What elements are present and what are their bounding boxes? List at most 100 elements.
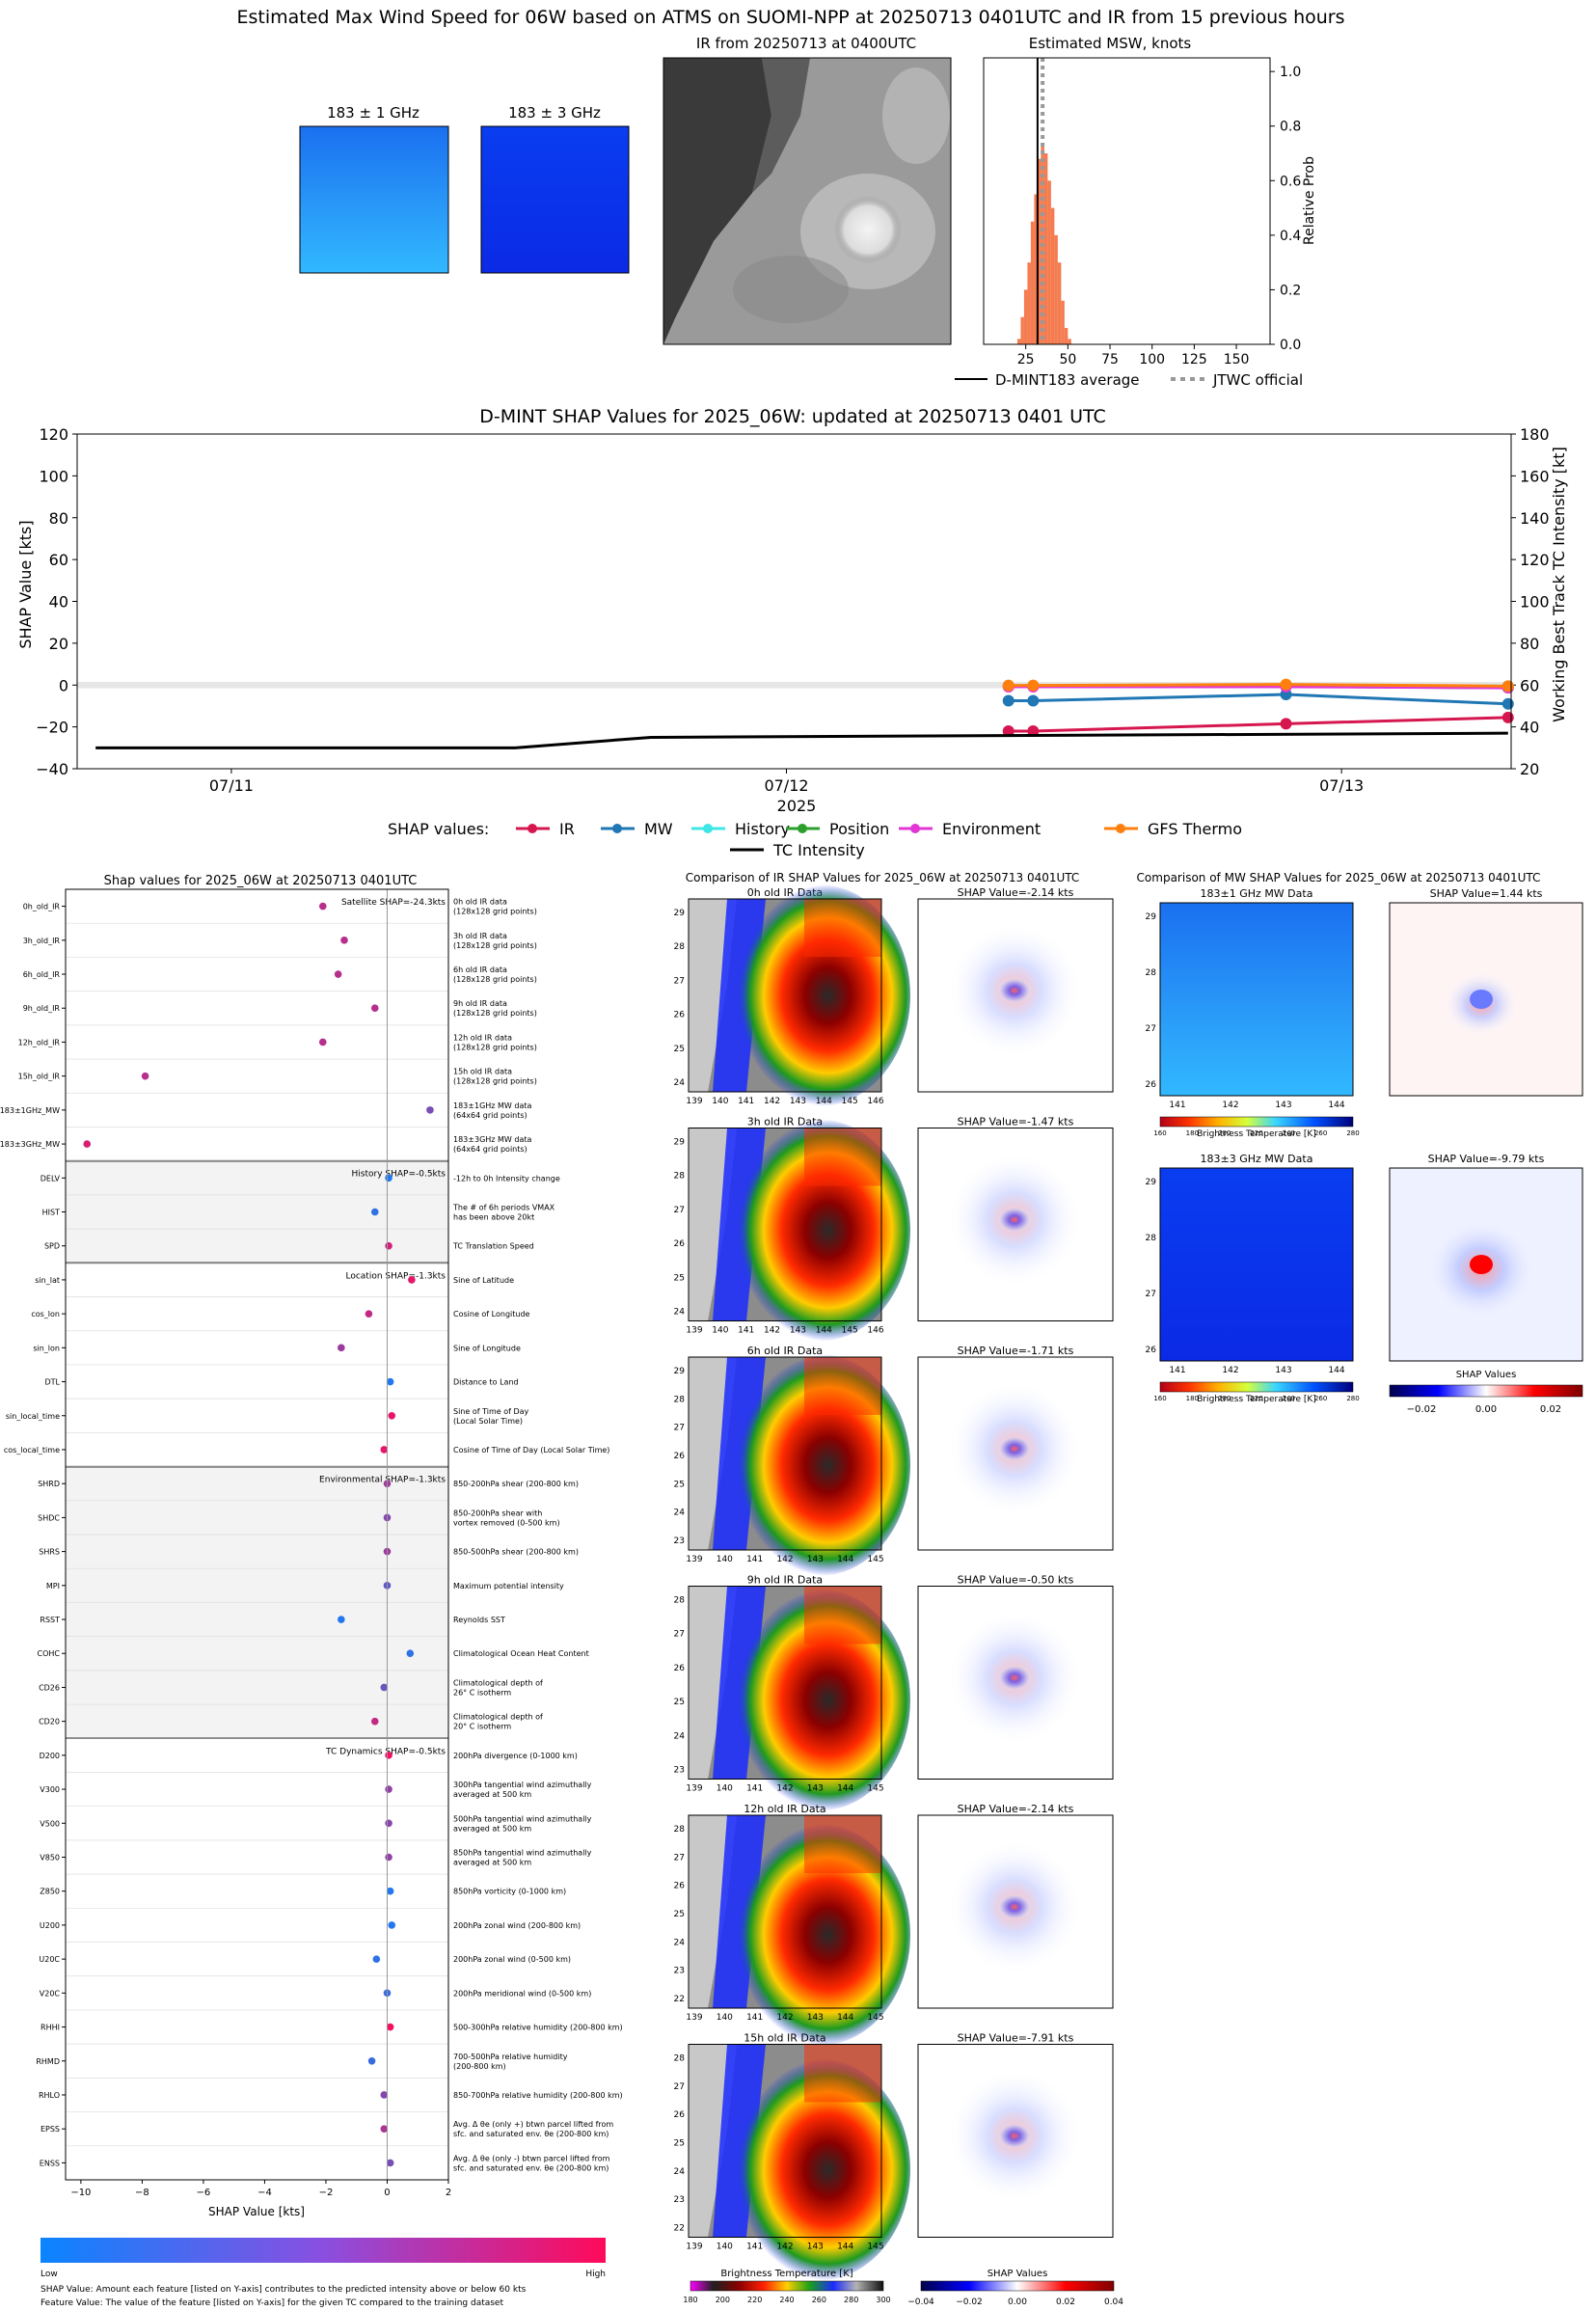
ir-lat-label: 23 bbox=[674, 1967, 685, 1976]
ir-lon-label: 144 bbox=[837, 1784, 853, 1794]
mw-bt-tick: 220 bbox=[1250, 1395, 1262, 1402]
ir-lat-label: 28 bbox=[674, 942, 686, 952]
feature-name: RHHI bbox=[41, 2024, 60, 2032]
ir-shap-center bbox=[997, 1664, 1032, 1692]
ir-lat-label: 29 bbox=[674, 909, 686, 918]
mw-bt-tick: 240 bbox=[1283, 1129, 1295, 1137]
ir-cloud-top bbox=[804, 1357, 881, 1415]
mw-bt-tick: 260 bbox=[1314, 1129, 1327, 1137]
ir-lat-label: 26 bbox=[674, 2110, 686, 2120]
legend-marker-history bbox=[703, 824, 713, 833]
feature-description: The # of 6h periods VMAX bbox=[452, 1204, 555, 1212]
ir-lat-label: 28 bbox=[674, 1596, 686, 1606]
series-point-gfs_thermo bbox=[1501, 680, 1514, 693]
feature-description: (128x128 grid points) bbox=[453, 908, 537, 916]
feature-point bbox=[386, 2159, 394, 2167]
mw-lon-label: 141 bbox=[1169, 1101, 1185, 1110]
series-point-ir bbox=[1002, 724, 1014, 737]
ir-data-frame bbox=[688, 1356, 882, 1551]
ir-lat-label: 29 bbox=[674, 1367, 686, 1376]
feature-description: (200-800 km) bbox=[453, 2062, 506, 2071]
ir-lon-label: 141 bbox=[738, 1326, 754, 1336]
hist-ytick-label: 0.8 bbox=[1280, 120, 1301, 135]
feature-name: 6h_old_IR bbox=[23, 970, 61, 979]
hist-ytick-label: 0.6 bbox=[1280, 174, 1301, 189]
ir-lat-label: 27 bbox=[674, 1853, 685, 1862]
shap-note-2: Feature Value: The value of the feature … bbox=[41, 2298, 503, 2308]
feature-name: 0h_old_IR bbox=[23, 903, 61, 911]
ts-ylabel: SHAP Value [kts] bbox=[16, 520, 35, 648]
feature-description: TC Translation Speed bbox=[452, 1242, 534, 1251]
ir-lon-label: 143 bbox=[807, 1555, 824, 1564]
ir-lon-label: 139 bbox=[686, 1555, 702, 1564]
ir-lat-label: 24 bbox=[674, 2167, 686, 2177]
mw-lon-label: 143 bbox=[1275, 1366, 1291, 1375]
mw-bt-label: Brightness Temperature [K] bbox=[1197, 1129, 1316, 1139]
mw-lon-label: 142 bbox=[1222, 1101, 1238, 1110]
mw-lon-label: 144 bbox=[1328, 1366, 1344, 1375]
mw-shap-title: SHAP Value=-9.79 kts bbox=[1428, 1153, 1545, 1165]
ir-lon-label: 142 bbox=[776, 1784, 793, 1794]
feature-point bbox=[380, 2125, 389, 2133]
main-title: Estimated Max Wind Speed for 06W based o… bbox=[237, 7, 1345, 28]
feature-name: V500 bbox=[40, 1819, 60, 1828]
mw-bt-colorbar bbox=[1159, 1381, 1354, 1393]
ts-ytick-label: 20 bbox=[49, 635, 68, 653]
feature-description: Climatological depth of bbox=[453, 1713, 543, 1722]
feature-point bbox=[385, 1174, 392, 1183]
ir-lon-label: 143 bbox=[790, 1097, 806, 1106]
hist-ytick-label: 0.0 bbox=[1280, 338, 1301, 353]
feature-description: Avg. Δ θe (only +) btwn parcel lifted fr… bbox=[453, 2120, 613, 2129]
ir-lon-label: 144 bbox=[816, 1097, 832, 1106]
mw-bt-tick: 180 bbox=[1186, 1129, 1199, 1137]
feature-description: 300hPa tangential wind azimuthally bbox=[453, 1781, 592, 1789]
hist-bar bbox=[1050, 207, 1055, 344]
ts-xtick-label: 07/12 bbox=[764, 776, 808, 795]
feature-description: 15h old IR data bbox=[453, 1068, 512, 1076]
ir-shap-title: SHAP Value=-1.71 kts bbox=[958, 1345, 1074, 1357]
feature-description: (128x128 grid points) bbox=[453, 1009, 537, 1018]
feature-name: DTL bbox=[44, 1378, 60, 1387]
legend-dmint-average: D-MINT183 average bbox=[995, 371, 1140, 389]
feature-name: sin_lon bbox=[33, 1344, 60, 1352]
feature-point bbox=[386, 2023, 394, 2031]
feature-description: averaged at 500 km bbox=[453, 1790, 531, 1799]
hist-bar bbox=[1020, 316, 1024, 344]
legend-marker-ir bbox=[527, 824, 537, 833]
ir-shap-label: SHAP Values bbox=[987, 2269, 1048, 2279]
feature-point bbox=[380, 1683, 389, 1692]
series-line-ir bbox=[1008, 716, 1508, 733]
feature-name: sin_lat bbox=[35, 1276, 60, 1285]
ir-shap-tick: −0.04 bbox=[907, 2297, 934, 2307]
series-line-intensity bbox=[95, 731, 1508, 749]
mw-shap-image bbox=[1389, 1167, 1583, 1362]
hist-bar bbox=[1023, 289, 1028, 344]
mw-data-title: 183±1 GHz MW Data bbox=[1201, 887, 1313, 900]
feature-name: cos_local_time bbox=[4, 1446, 60, 1455]
feature-description: averaged at 500 km bbox=[453, 1859, 531, 1867]
ir-bt-label: Brightness Temperature [K] bbox=[720, 2269, 852, 2279]
ir-lon-label: 141 bbox=[746, 2243, 763, 2252]
ts-ytick-right-label: 180 bbox=[1520, 425, 1550, 444]
feature-description: 200hPa divergence (0-1000 km) bbox=[453, 1752, 578, 1760]
ir-image bbox=[663, 57, 952, 345]
ir-shap-center bbox=[997, 1893, 1032, 1920]
feature-point bbox=[334, 970, 342, 978]
feature-point bbox=[372, 1955, 381, 1963]
ir-data-title: 15h old IR Data bbox=[744, 2032, 825, 2045]
ir-lon-label: 141 bbox=[746, 1555, 763, 1564]
ir-shap-tick: 0.00 bbox=[1008, 2297, 1027, 2307]
ts-ytick-right-label: 80 bbox=[1520, 635, 1539, 653]
feature-name: EPSS bbox=[41, 2125, 60, 2134]
feature-point bbox=[385, 1853, 392, 1862]
ir-data-title: 9h old IR Data bbox=[747, 1574, 823, 1587]
ir-lat-label: 27 bbox=[674, 1424, 685, 1433]
feature-description: 850-500hPa shear (200-800 km) bbox=[453, 1548, 579, 1557]
feature-name: CD26 bbox=[39, 1683, 60, 1692]
mw-lat-label: 28 bbox=[1146, 968, 1157, 978]
ir-lat-label: 27 bbox=[674, 1206, 685, 1215]
feature-description: (128x128 grid points) bbox=[453, 1077, 537, 1086]
feature-description: 183±3GHz MW data bbox=[453, 1135, 531, 1144]
series-point-mw bbox=[1501, 697, 1514, 710]
